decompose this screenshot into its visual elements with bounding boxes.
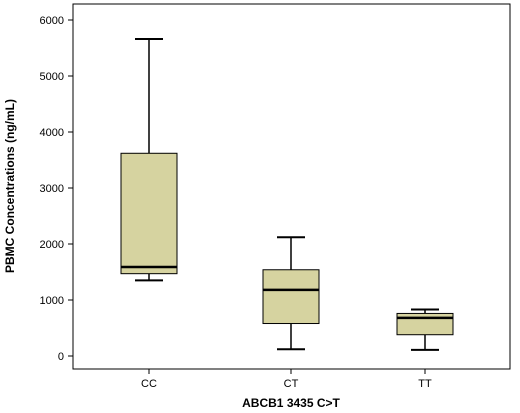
y-tick-label: 3000	[40, 183, 64, 195]
y-tick-label: 6000	[40, 15, 64, 27]
box-cc	[120, 38, 178, 282]
x-tick-label: CT	[284, 378, 299, 390]
y-tick-label: 5000	[40, 71, 64, 83]
x-axis: CC CT TT	[141, 369, 432, 390]
iqr-box	[120, 152, 178, 275]
y-tick-label: 4000	[40, 127, 64, 139]
iqr-box	[262, 269, 320, 325]
x-axis-title: ABCB1 3435 C>T	[242, 396, 340, 410]
y-tick-label: 0	[58, 351, 64, 363]
x-tick-label: TT	[418, 378, 432, 390]
box-ct	[262, 236, 320, 351]
y-tick-label: 1000	[40, 295, 64, 307]
y-axis: 0 1000 2000 3000 4000 5000 6000	[40, 15, 73, 363]
y-axis-title: PBMC Concentrations (ng/mL)	[3, 99, 17, 273]
box-series	[120, 38, 454, 351]
x-tick-label: CC	[141, 378, 157, 390]
y-tick-label: 2000	[40, 239, 64, 251]
box-tt	[396, 308, 454, 351]
iqr-box	[396, 312, 454, 336]
